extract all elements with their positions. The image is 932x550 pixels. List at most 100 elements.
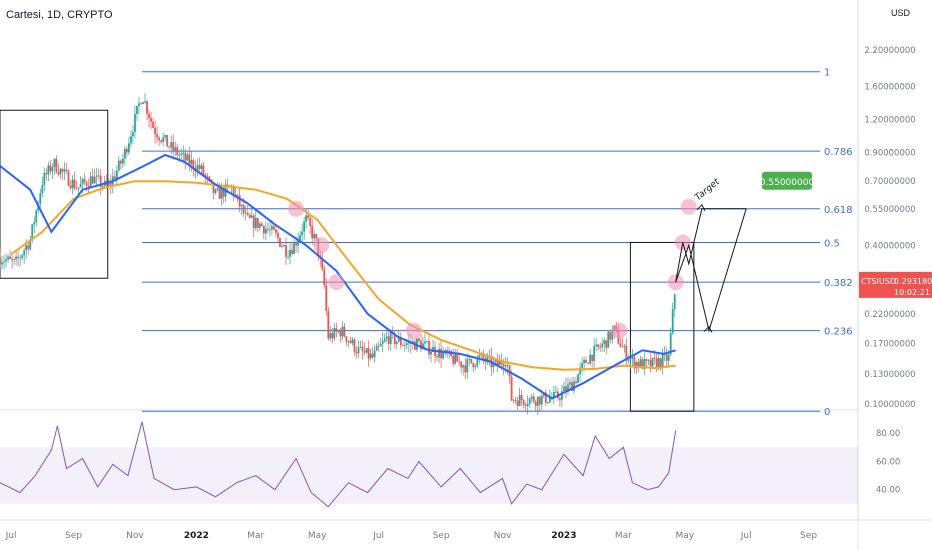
candle-body	[599, 347, 602, 348]
range-box	[0, 109, 109, 279]
candle-body	[357, 347, 360, 354]
candle-body	[301, 231, 304, 236]
candle-body	[671, 308, 674, 333]
candle-body	[546, 402, 549, 404]
candle-body	[498, 360, 501, 365]
candle-body	[115, 170, 118, 179]
candle-body	[65, 169, 68, 172]
candle-body	[49, 165, 52, 172]
candle-body	[649, 360, 652, 367]
candle-body	[21, 254, 24, 258]
candle-body	[146, 101, 148, 114]
candle-body	[565, 386, 567, 392]
candle-body	[150, 118, 152, 122]
candle-body	[442, 352, 444, 359]
candle-body	[470, 358, 473, 363]
candle-body	[373, 350, 376, 358]
candle-body	[653, 357, 656, 359]
candle-body	[244, 212, 247, 214]
candle-body	[285, 245, 287, 257]
candle-body	[45, 172, 48, 175]
candle-body	[35, 210, 38, 223]
candle-body	[573, 381, 575, 391]
candle-body	[0, 257, 1, 265]
candle-body	[587, 362, 590, 364]
candle-body	[321, 258, 324, 270]
candle-body	[524, 404, 527, 406]
candle-body	[313, 234, 316, 239]
highlight-circle	[288, 200, 305, 217]
price-tick-label: 0.40000000	[864, 241, 915, 251]
candle-body	[569, 382, 571, 385]
time-tick-label: Mar	[247, 531, 264, 541]
current-price-symbol: CTSIUSD	[861, 277, 896, 286]
candle-body	[97, 175, 100, 177]
candle-body	[69, 185, 72, 188]
candle-body	[440, 348, 442, 359]
candle-body	[575, 381, 577, 383]
candle-body	[452, 356, 455, 364]
highlight-circle	[680, 198, 697, 215]
candle-body	[325, 285, 328, 311]
candle-body	[67, 171, 70, 186]
candle-body	[474, 365, 477, 368]
candle-body	[305, 215, 308, 222]
candle-body	[456, 353, 459, 362]
candle-body	[236, 194, 239, 196]
candle-body	[174, 147, 177, 151]
candle-body	[669, 332, 672, 355]
fib-label: 0.5	[824, 238, 840, 249]
candle-body	[454, 353, 457, 364]
candle-body	[623, 346, 626, 348]
candle-body	[81, 179, 84, 185]
candle-body	[458, 361, 461, 363]
candle-body	[216, 188, 219, 190]
candle-body	[87, 185, 90, 187]
candle-body	[331, 333, 334, 339]
candle-body	[655, 358, 658, 368]
candle-body	[196, 165, 199, 172]
candle-body	[379, 343, 382, 347]
candle-body	[142, 102, 144, 105]
candle-body	[83, 179, 86, 183]
candle-body	[657, 358, 660, 368]
candle-body	[329, 333, 332, 339]
candle-body	[202, 165, 205, 175]
candle-body	[3, 261, 5, 263]
fib-label: 1	[824, 68, 830, 79]
candle-body	[41, 184, 44, 194]
candle-body	[176, 147, 179, 156]
candles	[0, 92, 676, 415]
candle-body	[369, 353, 372, 359]
candle-body	[172, 142, 175, 151]
candle-body	[335, 328, 338, 332]
time-tick-label: Mar	[615, 531, 632, 541]
candle-body	[428, 340, 430, 355]
candle-body	[91, 176, 94, 184]
candle-body	[393, 333, 396, 345]
candle-body	[206, 176, 209, 178]
candle-body	[414, 341, 416, 350]
candle-body	[327, 310, 330, 339]
candle-body	[383, 338, 386, 341]
candle-body	[627, 359, 630, 361]
candle-body	[7, 256, 9, 260]
time-tick-label: Jul	[5, 531, 17, 541]
candle-body	[343, 326, 346, 337]
candle-body	[132, 131, 134, 137]
time-tick-label: Sep	[800, 531, 817, 541]
candle-body	[85, 182, 88, 186]
candle-body	[222, 188, 225, 197]
candle-body	[303, 221, 306, 232]
candle-body	[504, 365, 507, 367]
candle-body	[240, 205, 243, 207]
candle-body	[571, 382, 573, 391]
candle-body	[152, 121, 154, 128]
candle-body	[43, 172, 46, 185]
candle-body	[339, 331, 342, 337]
candle-body	[5, 259, 7, 262]
highlight-circle	[405, 322, 422, 339]
candle-body	[643, 359, 646, 369]
candle-body	[33, 222, 36, 225]
candle-body	[593, 346, 596, 362]
